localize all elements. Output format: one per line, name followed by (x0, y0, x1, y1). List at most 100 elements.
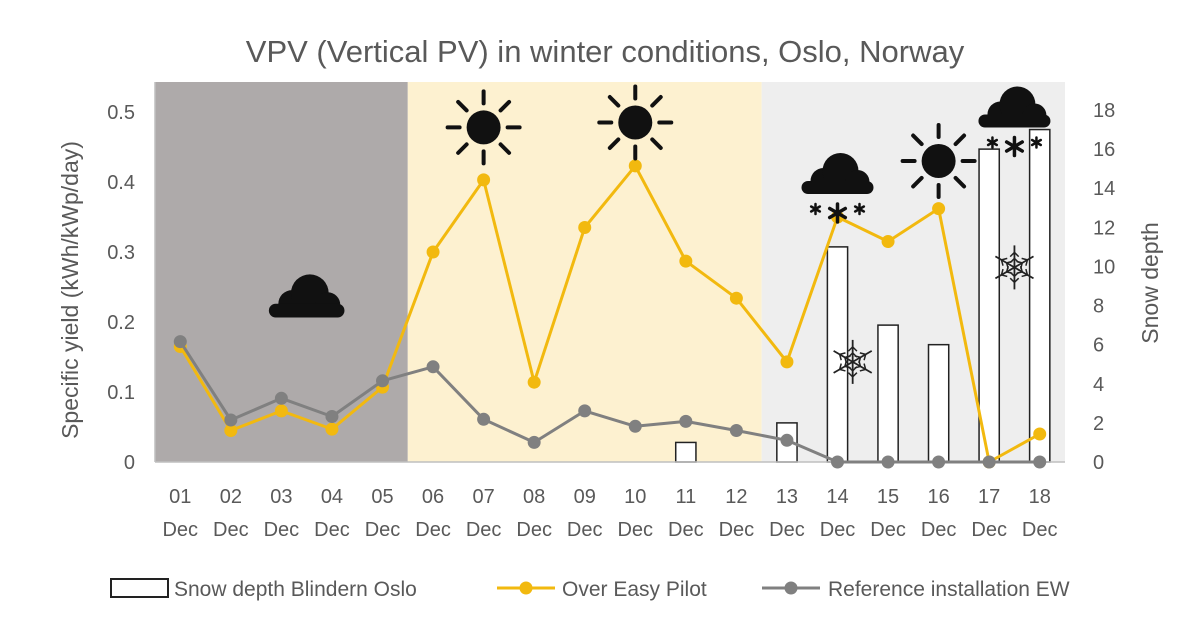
x-tick-label-day: 12 (725, 486, 747, 508)
point-reference-installation-ew-08 (527, 435, 541, 449)
point-over-easy-pilot-11 (679, 254, 693, 268)
x-tick-label-day: 15 (877, 486, 899, 508)
x-tick-label-day: 02 (220, 486, 242, 508)
legend-marker-reference (784, 581, 798, 595)
point-reference-installation-ew-14 (831, 455, 844, 469)
x-tick-label-month: Dec (567, 519, 603, 541)
y-tick-label-left: 0.3 (107, 242, 135, 264)
y-tick-label-left: 0.2 (107, 312, 135, 334)
point-over-easy-pilot-10 (628, 159, 642, 173)
legend-swatch-snow-depth (110, 578, 169, 598)
x-tick-label-day: 18 (1029, 486, 1051, 508)
y-axis-left-ticks: 0 0.1 0.2 0.3 0.4 0.5 (107, 102, 135, 474)
point-over-easy-pilot-02 (224, 424, 238, 437)
point-reference-installation-ew-18 (1033, 455, 1047, 469)
point-reference-installation-ew-07 (477, 412, 491, 426)
legend-label-over-easy: Over Easy Pilot (562, 578, 707, 601)
y-tick-label-right: 10 (1093, 256, 1115, 278)
x-tick-label-day: 14 (826, 486, 848, 508)
x-tick-label-day: 17 (978, 486, 1000, 508)
point-over-easy-pilot-15 (881, 235, 895, 248)
line-reference-installation-ew (179, 340, 1040, 464)
x-tick-label-day: 08 (523, 486, 545, 508)
y-tick-label-right: 18 (1093, 100, 1115, 122)
x-tick-label-day: 09 (574, 486, 596, 508)
point-reference-installation-ew-10 (628, 419, 642, 433)
sun-icon (900, 123, 977, 199)
point-reference-installation-ew-13 (780, 433, 794, 447)
point-over-easy-pilot-08 (527, 375, 541, 389)
legend-label-snow-depth: Snow depth Blindern Oslo (174, 578, 417, 601)
y-tick-label-left: 0.5 (107, 102, 135, 124)
x-tick-label-month: Dec (314, 519, 350, 541)
point-reference-installation-ew-09 (578, 404, 592, 418)
snowflake-icon (994, 245, 1034, 290)
snow-cloud-icon (978, 86, 1051, 158)
x-tick-label-month: Dec (769, 519, 805, 541)
y-tick-label-right: 6 (1093, 335, 1104, 357)
x-tick-label-month: Dec (162, 519, 198, 541)
point-reference-installation-ew-01 (173, 335, 187, 349)
point-over-easy-pilot-18 (1033, 427, 1047, 441)
y-tick-label-right: 4 (1093, 374, 1104, 396)
x-tick-label-month: Dec (365, 519, 401, 541)
x-axis-labels: 01 Dec 02 Dec 03 Dec 04 Dec 05 Dec 06 Dec 07 Dec 08 Dec… (162, 486, 1057, 541)
x-tick-label-month: Dec (516, 519, 552, 541)
chart-title: VPV (Vertical PV) in winter conditions, … (246, 34, 965, 69)
y-tick-label-right: 14 (1093, 178, 1115, 200)
snowflake-icon (833, 339, 873, 384)
y-axis-right-ticks: 0 2 4 6 8 10 12 14 16 18 (1093, 100, 1115, 474)
point-over-easy-pilot-04 (325, 422, 339, 436)
x-tick-label-day: 11 (675, 486, 696, 508)
y-tick-label-right: 2 (1093, 413, 1104, 435)
x-tick-label-month: Dec (820, 519, 856, 541)
sun-icon (445, 89, 522, 166)
x-tick-label-day: 06 (422, 486, 444, 508)
bar-snow-depth-11 (674, 441, 697, 463)
x-tick-label-day: 07 (472, 486, 494, 508)
y-tick-label-left: 0 (124, 452, 135, 474)
y-tick-label-right: 12 (1093, 217, 1115, 239)
x-tick-label-month: Dec (870, 519, 906, 541)
legend: Snow depth Blindern Oslo Over Easy Pilot R… (110, 578, 1070, 601)
cloud-icon (268, 274, 345, 318)
point-reference-installation-ew-11 (679, 414, 693, 428)
point-over-easy-pilot-16 (932, 202, 946, 216)
legend-label-reference: Reference installation EW (828, 578, 1070, 601)
bar-snow-depth-15 (877, 324, 899, 463)
x-tick-label-day: 03 (270, 486, 292, 508)
series-lines (173, 159, 1047, 469)
y-axis-left-label: Specific yield (kWh/kWp/day) (57, 141, 83, 439)
x-tick-label-month: Dec (1022, 519, 1058, 541)
bar-snow-depth-14 (826, 246, 849, 463)
point-reference-installation-ew-06 (426, 360, 440, 374)
point-over-easy-pilot-03 (274, 404, 288, 418)
x-tick-label-day: 13 (776, 486, 798, 508)
point-reference-installation-ew-02 (224, 413, 238, 427)
point-reference-installation-ew-04 (325, 410, 339, 423)
x-tick-label-day: 16 (927, 486, 949, 508)
y-axis-right-label: Snow depth (1137, 222, 1163, 343)
point-reference-installation-ew-16 (932, 455, 946, 469)
point-reference-installation-ew-15 (881, 455, 895, 469)
sun-icon (597, 84, 674, 161)
x-tick-label-day: 04 (321, 486, 343, 508)
line-over-easy-pilot (178, 164, 1041, 464)
legend-marker-over-easy (519, 581, 533, 595)
x-tick-label-month: Dec (415, 519, 451, 541)
y-tick-label-right: 8 (1093, 296, 1104, 318)
x-tick-label-day: 10 (624, 486, 646, 508)
point-reference-installation-ew-12 (729, 424, 743, 437)
point-over-easy-pilot-06 (426, 245, 440, 259)
point-reference-installation-ew-03 (274, 391, 288, 405)
x-tick-label-day: 05 (371, 486, 393, 508)
x-tick-label-month: Dec (971, 519, 1007, 541)
x-tick-label-month: Dec (466, 519, 502, 541)
x-tick-label-month: Dec (921, 519, 957, 541)
x-tick-label-day: 01 (169, 486, 191, 508)
y-tick-label-right: 16 (1093, 139, 1115, 161)
x-tick-label-month: Dec (213, 519, 249, 541)
point-over-easy-pilot-12 (729, 291, 743, 305)
snow-cloud-icon (801, 153, 874, 224)
